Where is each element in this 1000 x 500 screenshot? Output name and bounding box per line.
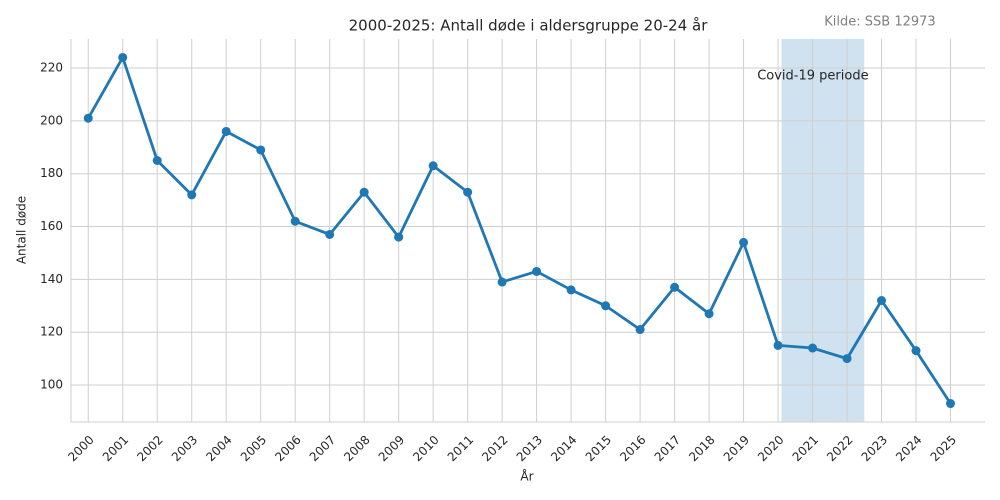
point: [428, 161, 438, 171]
point: [877, 295, 887, 305]
point: [773, 340, 783, 350]
point: [118, 52, 128, 62]
point: [463, 187, 473, 197]
span-label: Covid-19 periode: [757, 69, 868, 84]
y-tick-label: 220: [40, 61, 63, 75]
point: [808, 343, 818, 353]
x-tick-label: 2000: [65, 433, 96, 464]
chart-title: 2000-2025: Antall døde i aldersgruppe 20…: [349, 17, 709, 35]
x-tick-label: 2016: [617, 433, 648, 464]
point: [221, 126, 231, 136]
point: [601, 301, 611, 311]
x-axis-label: År: [520, 469, 533, 484]
point: [670, 282, 680, 292]
y-tick-label: 120: [40, 325, 63, 339]
y-tick-label: 140: [40, 272, 63, 286]
point: [187, 190, 197, 200]
point: [842, 354, 852, 364]
point: [325, 229, 335, 239]
x-tick-label: 2018: [686, 433, 717, 464]
point: [290, 216, 300, 226]
x-tick-label: 2024: [893, 433, 924, 464]
point: [946, 399, 956, 409]
plot-area: [70, 39, 985, 423]
point: [83, 113, 93, 123]
x-tick-label: 2001: [100, 433, 131, 464]
x-tick-label: 2009: [376, 433, 407, 464]
x-tick-label: 2023: [859, 433, 890, 464]
shaded-span: [781, 39, 865, 422]
x-tick-label: 2019: [721, 433, 752, 464]
x-tick-label: 2010: [410, 433, 441, 464]
x-tick-label: 2004: [203, 433, 234, 464]
point: [635, 325, 645, 335]
point: [704, 309, 714, 319]
x-tick-label: 2015: [583, 433, 614, 464]
source-note: Kilde: SSB 12973: [824, 15, 935, 30]
y-axis-label: Antall døde: [15, 196, 29, 264]
x-tick-label: 2025: [928, 433, 959, 464]
x-tick-label: 2007: [307, 433, 338, 464]
y-tick-label: 180: [40, 166, 63, 180]
x-tick-label: 2002: [134, 433, 165, 464]
x-tick-label: 2012: [479, 433, 510, 464]
x-tick-label: 2005: [238, 433, 269, 464]
y-tick-label: 160: [40, 219, 63, 233]
point: [394, 232, 404, 242]
x-tick-label: 2020: [755, 433, 786, 464]
point: [497, 277, 507, 287]
x-tick-label: 2008: [341, 433, 372, 464]
point: [566, 285, 576, 295]
x-tick-label: 2011: [445, 433, 476, 464]
line: [87, 56, 952, 405]
x-tick-label: 2017: [652, 433, 683, 464]
point: [256, 145, 266, 155]
point: [152, 156, 162, 166]
y-tick-label: 100: [40, 378, 63, 392]
y-tick-label: 200: [40, 113, 63, 127]
x-tick-label: 2021: [790, 433, 821, 464]
x-tick-label: 2014: [548, 433, 579, 464]
x-tick-label: 2022: [824, 433, 855, 464]
point: [911, 346, 921, 356]
x-tick-label: 2006: [272, 433, 303, 464]
point: [532, 266, 542, 276]
x-tick-label: 2003: [169, 433, 200, 464]
x-tick-label: 2013: [514, 433, 545, 464]
point: [359, 187, 369, 197]
point: [739, 237, 749, 247]
